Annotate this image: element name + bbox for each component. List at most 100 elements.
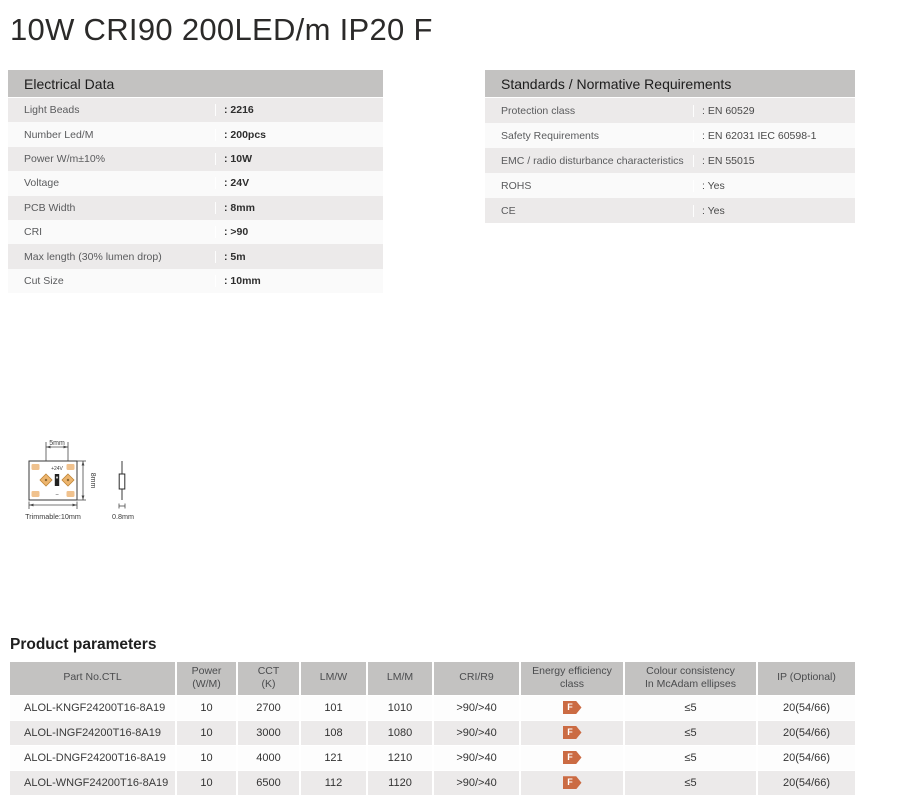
energy-class-cell: F	[520, 770, 625, 795]
dimension-label-8mm: 8mm	[89, 473, 96, 489]
row-value: : 2216	[215, 104, 254, 117]
row-label: Max length (30% lumen drop)	[24, 250, 162, 263]
row-value: : >90	[215, 226, 248, 239]
energy-class-f-badge: F	[562, 726, 582, 739]
energy-class-cell: F	[520, 695, 625, 720]
cct-cell: 4000	[237, 745, 301, 770]
ip-cell: 20(54/66)	[757, 695, 855, 720]
row-label: Protection class	[501, 104, 576, 117]
power-cell: 10	[176, 720, 238, 745]
table-row: CE : Yes	[485, 198, 855, 223]
column-header-ip: IP (Optional)	[757, 662, 855, 695]
column-header-colour-consistency: Colour consistency In McAdam ellipses	[624, 662, 758, 695]
cri-r9-cell: >90/>40	[433, 720, 521, 745]
table-row: Max length (30% lumen drop) : 5m	[8, 244, 383, 269]
part-no-cell: ALOL-WNGF24200T16-8A19	[10, 770, 177, 795]
row-label: CRI	[24, 226, 43, 239]
mcadam-cell: ≤5	[624, 720, 758, 745]
row-label: Power W/m±10%	[24, 152, 106, 165]
table-row: EMC / radio disturbance characteristics …	[485, 148, 855, 173]
product-parameters-heading: Product parameters	[10, 636, 157, 653]
mcadam-cell: ≤5	[624, 770, 758, 795]
ip-cell: 20(54/66)	[757, 720, 855, 745]
table-row: ALOL-DNGF24200T16-8A19 10 4000 121 1210 …	[10, 745, 855, 770]
table-row: Number Led/M : 200pcs	[8, 122, 383, 147]
row-value: : EN 62031 IEC 60598-1	[693, 129, 816, 142]
row-value: : 5m	[215, 250, 246, 263]
row-label: CE	[501, 204, 516, 217]
column-header-part-no: Part No.CTL	[10, 662, 177, 695]
energy-class-f-badge: F	[562, 776, 582, 790]
mcadam-cell: ≤5	[624, 745, 758, 770]
table-row: ALOL-KNGF24200T16-8A19 10 2700 101 1010 …	[10, 695, 855, 720]
dimension-label-0-8mm: 0.8mm	[112, 512, 134, 521]
ip-cell: 20(54/66)	[757, 745, 855, 770]
power-cell: 10	[176, 745, 238, 770]
table-row: Cut Size : 10mm	[8, 268, 383, 294]
energy-class-f-badge: F	[562, 701, 582, 714]
lm-w-cell: 112	[300, 770, 368, 795]
table-row: Voltage : 24V	[8, 171, 383, 196]
cct-cell: 6500	[237, 770, 301, 795]
row-label: ROHS	[501, 179, 532, 192]
row-value: : 24V	[215, 177, 249, 190]
cri-r9-cell: >90/>40	[433, 770, 521, 795]
product-parameters-table: Part No.CTL Power (W/M) CCT (K) LM/W LM/…	[10, 662, 855, 795]
solder-pad	[66, 464, 75, 470]
minus-mark: −	[55, 493, 59, 499]
row-value: : 10mm	[215, 274, 261, 287]
part-no-cell: ALOL-DNGF24200T16-8A19	[10, 745, 177, 770]
solder-pad	[31, 464, 40, 470]
trimmable-label: Trimmable:10mm	[25, 512, 81, 521]
ip-cell: 20(54/66)	[757, 770, 855, 795]
table-row: ROHS : Yes	[485, 173, 855, 198]
table-row: Light Beads : 2216	[8, 98, 383, 123]
page-title: 10W CRI90 200LED/m IP20 F	[10, 12, 433, 47]
lm-w-cell: 121	[300, 745, 368, 770]
cri-r9-cell: >90/>40	[433, 695, 521, 720]
column-header-cri-r9: CRI/R9	[433, 662, 521, 695]
row-label: Light Beads	[24, 104, 80, 117]
table-row: PCB Width : 8mm	[8, 195, 383, 220]
electrical-data-header: Electrical Data	[8, 70, 383, 98]
lm-m-cell: 1080	[367, 720, 434, 745]
cri-r9-cell: >90/>40	[433, 745, 521, 770]
table-row: ALOL-INGF24200T16-8A19 10 3000 108 1080 …	[10, 720, 855, 745]
energy-class-cell: F	[520, 745, 625, 770]
table-row: Power W/m±10% : 10W	[8, 146, 383, 172]
mcadam-cell: ≤5	[624, 695, 758, 720]
row-value: : EN 60529	[693, 104, 755, 117]
row-value: : 10W	[215, 152, 252, 165]
row-label: Cut Size	[24, 274, 64, 287]
lm-m-cell: 1210	[367, 745, 434, 770]
row-label: Number Led/M	[24, 128, 94, 141]
table-row: Safety Requirements : EN 62031 IEC 60598…	[485, 123, 855, 148]
power-cell: 10	[176, 695, 238, 720]
part-no-cell: ALOL-KNGF24200T16-8A19	[10, 695, 177, 720]
row-value: : 200pcs	[215, 128, 266, 141]
resistor-mark	[55, 476, 59, 479]
electrical-data-table: Electrical Data Light Beads : 2216 Numbe…	[8, 70, 383, 294]
resistor-component	[54, 474, 60, 486]
standards-table: Standards / Normative Requirements Prote…	[485, 70, 855, 223]
row-value: : EN 55015	[693, 154, 755, 167]
column-header-lm-w: LM/W	[300, 662, 368, 695]
table-row: CRI : >90	[8, 219, 383, 245]
lm-w-cell: 101	[300, 695, 368, 720]
voltage-label: +24V	[51, 466, 63, 472]
column-header-power: Power (W/M)	[176, 662, 238, 695]
cct-cell: 3000	[237, 720, 301, 745]
cct-cell: 2700	[237, 695, 301, 720]
row-label: Safety Requirements	[501, 129, 600, 142]
row-value: : Yes	[693, 204, 725, 217]
part-no-cell: ALOL-INGF24200T16-8A19	[10, 720, 177, 745]
row-value: : Yes	[693, 179, 725, 192]
header-row: Part No.CTL Power (W/M) CCT (K) LM/W LM/…	[10, 662, 855, 695]
solder-pad	[66, 491, 75, 497]
power-cell: 10	[176, 770, 238, 795]
energy-class-cell: F	[520, 720, 625, 745]
column-header-energy-class: Energy efficiency class	[520, 662, 625, 695]
lm-w-cell: 108	[300, 720, 368, 745]
row-label: PCB Width	[24, 201, 76, 214]
